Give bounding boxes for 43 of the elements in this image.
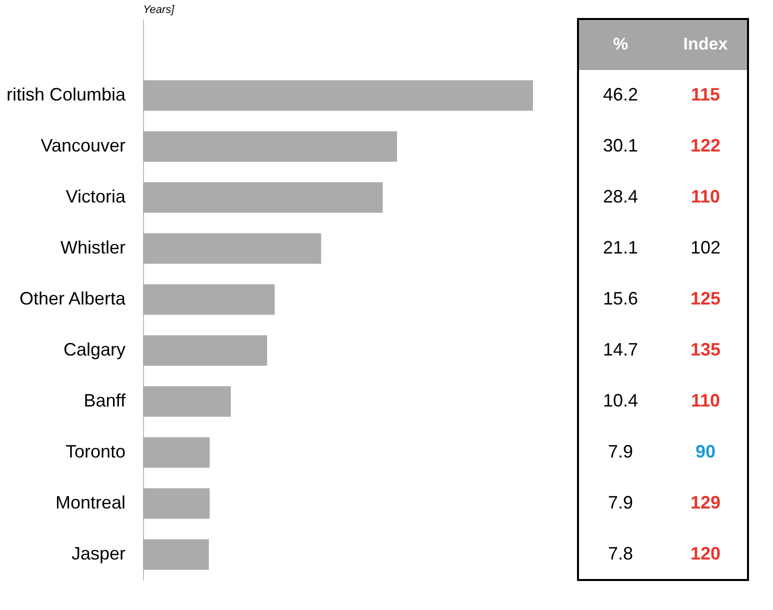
text: % <box>612 34 628 54</box>
data-label: 10.4 <box>602 390 638 410</box>
bar <box>143 437 210 468</box>
bar <box>143 182 383 213</box>
data-label: 110 <box>690 390 720 410</box>
data-label: 90 <box>695 442 716 462</box>
data-label: 21.1 <box>602 238 638 258</box>
bar <box>143 335 268 366</box>
y-tick-label: Whistler <box>60 238 126 258</box>
data-label: 122 <box>690 136 721 156</box>
y-tick-label: Jasper <box>71 544 126 564</box>
data-label: 102 <box>690 238 721 258</box>
y-tick-label: Banff <box>84 390 126 410</box>
y-tick-label: Victoria <box>66 186 126 206</box>
bar <box>143 539 209 570</box>
y-tick-label: Other Alberta <box>19 288 126 308</box>
bar <box>143 80 533 111</box>
y-tick-label: Vancouver <box>40 136 126 156</box>
bar <box>143 386 231 417</box>
bar <box>143 233 322 264</box>
data-label: 7.9 <box>608 492 634 512</box>
data-label: 110 <box>690 186 720 206</box>
data-label: 14.7 <box>602 340 638 360</box>
data-label: 30.1 <box>602 136 638 156</box>
data-label: 46.2 <box>602 84 638 104</box>
data-label: 15.6 <box>602 288 638 308</box>
data-label: 7.8 <box>608 544 634 564</box>
bar <box>143 488 210 519</box>
y-tick-label: Toronto <box>65 442 126 462</box>
y-tick-label: ritish Columbia <box>6 84 126 104</box>
bar <box>143 131 398 162</box>
data-label: 120 <box>690 544 721 564</box>
chart-title: Years] <box>143 4 176 16</box>
data-label: 115 <box>690 84 720 104</box>
data-label: 135 <box>690 340 721 360</box>
data-label: 7.9 <box>608 442 634 462</box>
data-label: 28.4 <box>602 186 638 206</box>
text: Index <box>683 34 728 54</box>
y-tick-label: Montreal <box>55 492 126 512</box>
data-label: 129 <box>690 492 721 512</box>
data-label: 125 <box>690 288 721 308</box>
bar <box>143 284 275 315</box>
y-tick-label: Calgary <box>63 340 126 360</box>
